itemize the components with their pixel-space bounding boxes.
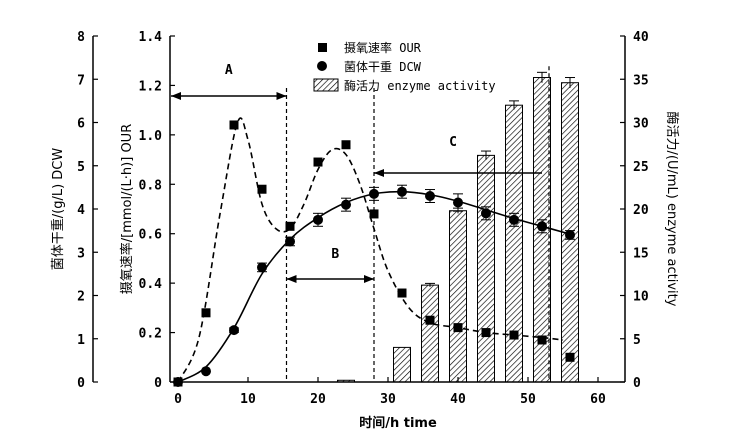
dcw-point [537, 221, 547, 232]
our-point [229, 120, 239, 130]
our-tick-label: 1.0 [139, 129, 163, 144]
dcw-point [565, 229, 575, 240]
dcw-point [481, 208, 491, 219]
our-point [481, 328, 491, 338]
x-tick-label: 20 [310, 392, 326, 407]
annotation-layer: A B C [171, 63, 550, 382]
our-tick-label: 0.8 [139, 178, 163, 193]
region-label-a: A [225, 63, 233, 78]
activity-tick-label: 25 [633, 160, 649, 175]
dcw-tick-label: 4 [77, 203, 85, 218]
dcw-axis-title: 菌体干重/(g/L) DCW [50, 148, 66, 271]
legend-our-label: 摄氧速率 OUR [344, 40, 422, 55]
legend-activity-marker [313, 78, 339, 92]
our-point [509, 330, 519, 340]
legend-our-marker [318, 43, 327, 52]
activity-bar [421, 284, 439, 383]
dcw-point [341, 199, 351, 210]
activity-tick-label: 30 [633, 117, 649, 132]
dcw-point [229, 325, 239, 336]
our-point [257, 184, 267, 194]
activity-tick-label: 0 [633, 376, 641, 391]
our-point [173, 377, 183, 387]
dcw-tick-label: 2 [77, 290, 85, 305]
dcw-point [313, 214, 323, 225]
legend-activity-label: 酶活力 enzyme activity [344, 78, 496, 93]
arrow-b-head-right [364, 275, 374, 283]
dcw-point [285, 236, 295, 247]
activity-tick-label: 20 [633, 203, 649, 218]
arrow-c-head [374, 169, 384, 177]
region-label-c: C [449, 135, 457, 150]
our-point [285, 221, 295, 231]
dcw-tick-label: 8 [77, 30, 85, 45]
dcw-tick-label: 1 [77, 333, 85, 348]
dcw-point [453, 197, 463, 208]
arrow-b-head-left [286, 275, 297, 283]
activity-bar [505, 104, 523, 383]
x-axis-title: 时间/h time [359, 415, 437, 431]
x-tick-label: 50 [520, 392, 536, 407]
our-tick-label: 0.4 [139, 277, 163, 292]
activity-tick-label: 5 [633, 333, 641, 348]
dcw-tick-label: 3 [77, 246, 85, 261]
activity-bar [393, 346, 411, 383]
legend-dcw-label: 菌体干重 DCW [344, 60, 422, 74]
dcw-point [257, 262, 267, 273]
x-tick-label: 60 [590, 392, 606, 407]
dcw-tick-label: 5 [77, 160, 85, 175]
dcw-point [509, 214, 519, 225]
activity-tick-label: 15 [633, 246, 649, 261]
dcw-point [201, 366, 211, 377]
legend: 摄氧速率 OUR 菌体干重 DCW 酶活力 enzyme activity [313, 40, 496, 93]
activity-tick-label: 40 [633, 30, 649, 45]
dcw-point [425, 191, 435, 202]
x-tick-label: 30 [380, 392, 396, 407]
our-point [537, 335, 547, 345]
our-fit-curve [177, 117, 564, 383]
activity-bar [337, 379, 355, 383]
our-point [201, 308, 211, 318]
our-point [341, 140, 351, 150]
legend-dcw-marker [317, 61, 327, 71]
our-tick-label: 0.2 [139, 327, 162, 342]
points-layer [173, 120, 575, 387]
our-tick-label: 0.6 [139, 228, 163, 243]
bars-layer [337, 71, 579, 383]
our-axis-title: 摄氧速率/[mmol/(L·h)] OUR [119, 124, 135, 294]
our-point [425, 315, 435, 325]
our-point [313, 157, 323, 167]
x-tick-label: 0 [174, 392, 182, 407]
x-tick-label: 40 [450, 392, 466, 407]
dcw-tick-label: 0 [77, 376, 85, 391]
activity-bar [477, 154, 495, 383]
region-label-b: B [331, 247, 339, 262]
our-point [453, 323, 463, 333]
dcw-tick-label: 7 [77, 73, 85, 88]
activity-tick-label: 35 [633, 73, 649, 88]
dcw-point [397, 186, 407, 197]
our-tick-label: 1.4 [139, 30, 163, 45]
activity-tick-label: 10 [633, 290, 649, 305]
dcw-tick-label: 6 [77, 117, 85, 132]
activity-bar [449, 210, 467, 383]
our-tick-label: 1.2 [139, 79, 162, 94]
our-point [397, 288, 407, 298]
arrow-a-head-right [276, 92, 287, 100]
our-point [369, 209, 379, 219]
activity-axis-title: 酶活力/(U/mL) enzyme activity [664, 112, 680, 307]
x-tick-label: 10 [240, 392, 256, 407]
our-tick-label: 0 [154, 376, 162, 391]
our-point [565, 352, 575, 362]
arrow-a-head-left [171, 92, 181, 100]
